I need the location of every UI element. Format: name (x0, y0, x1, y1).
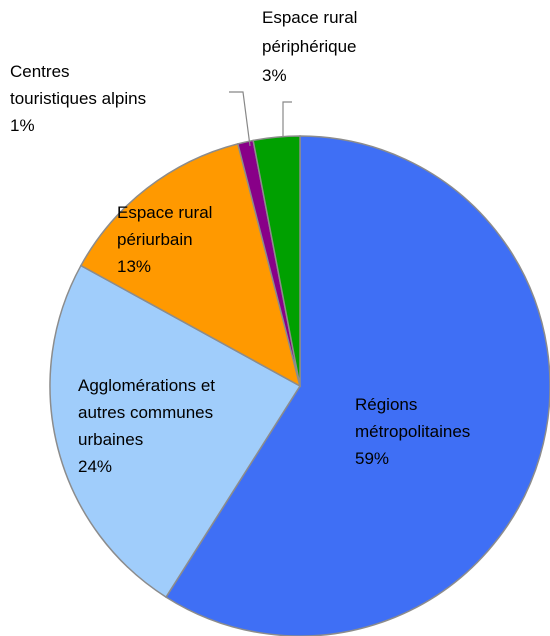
slice-label: Régions métropolitaines 59% (355, 395, 470, 468)
slice-label: Espace rural périphérique 3% (262, 8, 357, 85)
label-line: autres communes (78, 403, 213, 422)
value-label: 24% (78, 457, 112, 476)
category-label: Régions métropolitaines (355, 395, 470, 441)
value-label: 1% (10, 116, 35, 135)
value-label: 3% (262, 66, 287, 85)
slice-label: Agglomérations et autres communes urbaines… (78, 376, 215, 476)
leader-line (229, 91, 251, 147)
category-label: Espace rural périphérique (262, 8, 357, 56)
value-label: 13% (117, 257, 151, 276)
category-label: Agglomérations et autres communes urbaines (78, 376, 215, 449)
label-line: Espace rural (262, 8, 357, 27)
label-line: périphérique (262, 37, 357, 56)
category-label: Centres touristiques alpins (10, 62, 146, 108)
pie-slice (79, 142, 302, 388)
label-line: Agglomérations et (78, 376, 215, 395)
category-label: Espace rural périurbain (117, 203, 212, 249)
label-line: Régions (355, 395, 417, 414)
value-label: 59% (355, 449, 389, 468)
slice-label: Espace rural périurbain 13% (117, 203, 212, 276)
pie-slice (49, 264, 302, 599)
slice-label: Centres touristiques alpins 1% (10, 62, 146, 135)
label-line: Espace rural (117, 203, 212, 222)
label-line: Centres (10, 62, 70, 81)
label-line: touristiques alpins (10, 89, 146, 108)
label-line: périurbain (117, 230, 193, 249)
label-line: métropolitaines (355, 422, 470, 441)
leader-line (282, 101, 292, 138)
pie-slice (252, 135, 301, 387)
label-line: urbaines (78, 430, 143, 449)
